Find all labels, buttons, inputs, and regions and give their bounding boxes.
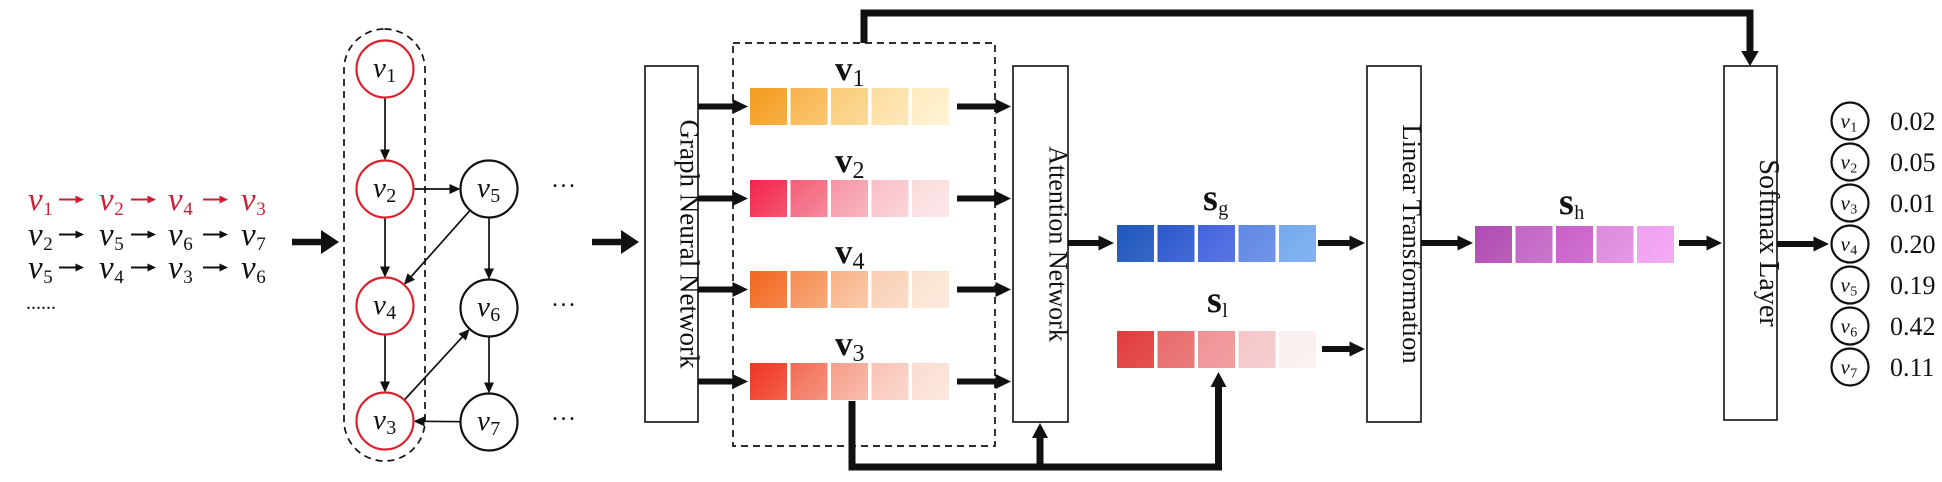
svg-text:...: ... [552,167,578,193]
svg-text:v: v [1841,191,1851,215]
svg-text:1: 1 [386,65,396,87]
svg-text:3: 3 [386,417,396,439]
svg-text:v: v [477,172,490,204]
svg-text:h: h [1574,202,1584,224]
svg-text:0.19: 0.19 [1890,271,1936,300]
svg-text:v: v [477,405,490,437]
svg-text:v: v [28,250,43,286]
svg-text:......: ...... [26,292,56,314]
svg-text:v: v [477,291,490,323]
svg-text:v: v [28,217,43,253]
svg-text:0.42: 0.42 [1890,312,1936,341]
svg-text:v: v [373,52,386,84]
svg-text:6: 6 [183,234,193,255]
svg-text:v: v [1841,273,1851,297]
svg-text:v: v [241,217,256,253]
svg-text:7: 7 [1850,367,1857,382]
svg-text:s: s [1203,177,1218,219]
svg-text:s: s [1559,181,1574,223]
svg-text:7: 7 [490,418,500,440]
svg-text:4: 4 [1850,244,1857,259]
svg-text:...: ... [552,400,578,426]
svg-text:g: g [1218,198,1228,220]
svg-text:4: 4 [853,249,865,275]
svg-text:v: v [99,250,114,286]
svg-text:v: v [99,182,114,218]
svg-text:v: v [373,404,386,436]
svg-text:v: v [1841,232,1851,256]
svg-text:1: 1 [43,199,53,220]
svg-text:...: ... [552,286,578,312]
svg-text:0.02: 0.02 [1890,107,1936,136]
svg-text:v: v [373,289,386,321]
svg-text:4: 4 [386,302,396,324]
svg-text:5: 5 [490,185,500,207]
svg-text:1: 1 [853,66,865,92]
svg-text:v: v [99,217,114,253]
svg-text:3: 3 [256,199,266,220]
svg-text:v: v [835,324,853,363]
svg-text:2: 2 [114,199,124,220]
svg-text:2: 2 [853,158,865,184]
svg-text:5: 5 [43,267,53,288]
svg-text:6: 6 [490,304,500,326]
svg-text:3: 3 [183,267,193,288]
svg-text:5: 5 [1850,285,1857,300]
svg-text:Graph Neural Network: Graph Neural Network [675,120,705,369]
svg-text:6: 6 [256,267,266,288]
svg-text:2: 2 [43,234,53,255]
svg-text:5: 5 [114,234,124,255]
svg-text:v: v [1841,150,1851,174]
svg-text:s: s [1207,279,1222,321]
svg-text:0.20: 0.20 [1890,230,1936,259]
svg-text:v: v [835,232,853,271]
svg-text:Attention Network: Attention Network [1043,146,1072,342]
svg-text:6: 6 [1850,326,1857,341]
svg-text:v: v [168,250,183,286]
svg-text:0.05: 0.05 [1890,148,1936,177]
svg-text:v: v [1841,314,1851,338]
svg-text:0.11: 0.11 [1890,353,1935,382]
svg-text:2: 2 [1850,162,1857,177]
svg-text:2: 2 [386,185,396,207]
svg-text:4: 4 [114,267,124,288]
svg-text:l: l [1222,300,1228,322]
svg-text:v: v [835,49,853,88]
svg-text:v: v [241,182,256,218]
svg-text:7: 7 [256,234,266,255]
svg-text:v: v [373,172,386,204]
svg-text:v: v [1841,109,1851,133]
svg-text:0.01: 0.01 [1890,189,1936,218]
svg-text:v: v [835,141,853,180]
svg-text:v: v [241,250,256,286]
svg-text:1: 1 [1850,121,1857,136]
svg-text:v: v [28,182,43,218]
svg-text:3: 3 [1850,203,1857,218]
svg-text:v: v [168,182,183,218]
svg-text:4: 4 [183,199,193,220]
svg-text:v: v [168,217,183,253]
svg-text:3: 3 [853,341,865,367]
svg-text:v: v [1841,355,1851,379]
